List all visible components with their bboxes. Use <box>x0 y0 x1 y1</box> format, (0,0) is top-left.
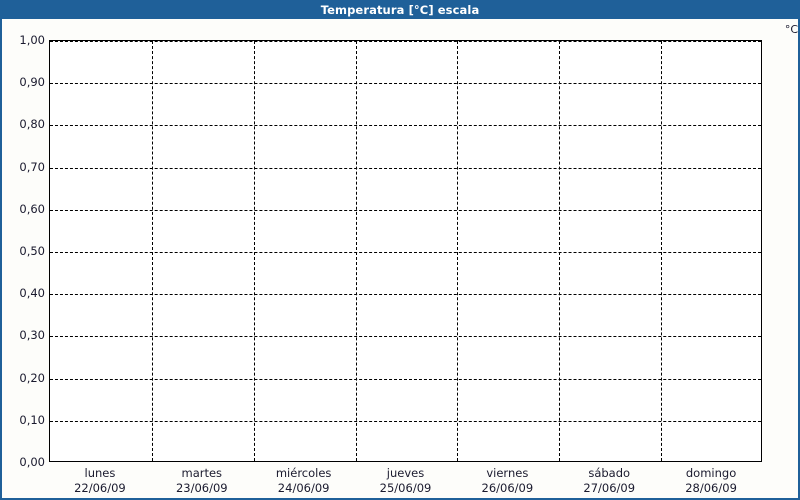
gridline-horizontal <box>50 378 761 380</box>
gridline-vertical <box>151 41 153 461</box>
x-axis-tick-label: viernes 26/06/09 <box>482 466 534 496</box>
x-axis-day-date: 25/06/09 <box>379 481 432 495</box>
chart-area: °C 1,00 0,90 0,80 0,70 0,60 0,50 0,40 0,30 0,20 0… <box>2 19 798 498</box>
gridline-horizontal <box>50 167 761 169</box>
x-axis-tick-label: martes 23/06/09 <box>176 466 228 496</box>
gridline-vertical <box>355 41 357 461</box>
gridline-horizontal <box>50 336 761 338</box>
x-axis-tick-label: sábado 27/06/09 <box>583 466 635 496</box>
window-title-bar: Temperatura [°C] escala <box>0 0 800 19</box>
y-axis-tick-label: 0,10 <box>19 412 45 427</box>
x-axis-day-date: 23/06/09 <box>175 481 228 495</box>
y-axis-tick-label: 0,80 <box>19 117 45 132</box>
y-axis-tick-label: 1,00 <box>19 33 45 47</box>
y-axis-tick-label: 0,60 <box>19 201 45 216</box>
gridline-vertical <box>253 41 255 461</box>
gridline-vertical <box>661 41 663 461</box>
gridline-vertical <box>457 41 459 461</box>
x-axis-day-date: 28/06/09 <box>685 481 737 495</box>
x-axis-tick-label: domingo 28/06/09 <box>685 466 737 496</box>
y-axis-tick-label: 0,50 <box>19 244 45 258</box>
gridline-horizontal <box>50 252 761 253</box>
x-axis-tick-labels: lunes 22/06/09 martes 23/06/09 miércoles 24/0… <box>49 466 762 500</box>
plot-area <box>49 40 762 462</box>
gridline-horizontal <box>50 294 761 296</box>
x-axis-day-date: 22/06/09 <box>74 481 126 495</box>
gridline-horizontal <box>50 41 761 42</box>
x-axis-day-name: domingo <box>685 466 737 480</box>
x-axis-tick-label: jueves 25/06/09 <box>380 466 432 496</box>
gridline-horizontal <box>50 209 761 211</box>
x-axis-tick-label: miércoles 24/06/09 <box>276 466 332 496</box>
x-axis-day-name: sábado <box>588 466 631 480</box>
x-axis-day-date: 27/06/09 <box>583 481 636 495</box>
y-axis-tick-label: 0,70 <box>19 159 45 174</box>
x-axis-day-name: lunes <box>84 466 116 480</box>
window-title: Temperatura [°C] escala <box>320 2 480 17</box>
gridline-horizontal <box>50 420 761 422</box>
x-axis-day-name: martes <box>181 466 223 480</box>
x-axis-day-name: viernes <box>486 466 529 480</box>
gridline-vertical <box>559 41 561 461</box>
x-axis-day-date: 26/06/09 <box>481 481 534 495</box>
y-axis-tick-labels: 1,00 0,90 0,80 0,70 0,60 0,50 0,40 0,30 0,20 0,10… <box>2 33 45 469</box>
x-axis-tick-label: lunes 22/06/09 <box>74 466 126 496</box>
gridline-horizontal <box>50 83 761 85</box>
y-axis-tick-label: 0,40 <box>19 286 45 301</box>
x-axis-day-name: miércoles <box>275 466 332 480</box>
y-axis-tick-label: 0,90 <box>19 75 45 90</box>
y-axis-tick-label: 0,20 <box>19 370 45 385</box>
y-axis-unit-label: °C <box>784 23 798 36</box>
gridline-horizontal <box>50 125 761 127</box>
x-axis-day-name: jueves <box>386 466 425 480</box>
y-axis-tick-label: 0,00 <box>19 455 45 469</box>
y-axis-tick-label: 0,30 <box>19 328 45 343</box>
x-axis-day-date: 24/06/09 <box>277 481 330 495</box>
